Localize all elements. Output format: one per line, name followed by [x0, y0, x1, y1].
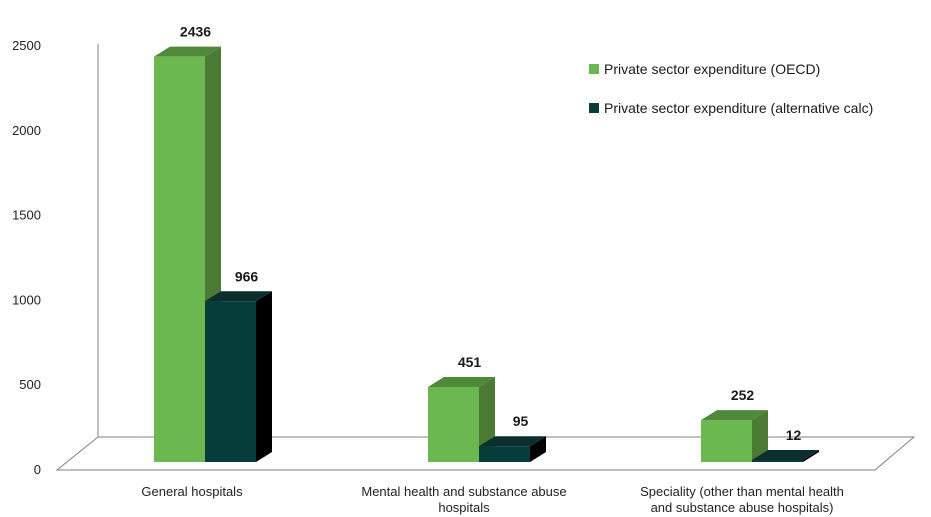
- y-tick-label: 500: [19, 377, 41, 392]
- bar-front: [205, 301, 256, 462]
- bar-top: [154, 46, 221, 57]
- bar: [205, 291, 272, 462]
- bar: [752, 450, 819, 462]
- category-label: Mental health and substance abuse hospita…: [361, 484, 566, 515]
- legend-swatch: [589, 64, 599, 74]
- data-label: 2436: [180, 24, 211, 40]
- data-label: 451: [458, 354, 482, 370]
- bar-top: [479, 436, 546, 447]
- legend-label: Private sector expenditure (OECD): [604, 61, 820, 77]
- legend-label: Private sector expenditure (alternative …: [604, 100, 873, 116]
- y-tick-label: 2000: [12, 123, 41, 138]
- data-label: 966: [235, 268, 259, 284]
- bar-front: [752, 460, 803, 462]
- bar-front: [701, 420, 752, 462]
- bar: [428, 376, 495, 462]
- legend-swatch: [589, 103, 599, 113]
- data-label: 95: [513, 413, 529, 429]
- bar: [701, 410, 768, 462]
- y-axis: 0 500 1000 1500 2000 2500: [12, 38, 41, 477]
- bar-side: [530, 436, 546, 462]
- y-tick-label: 0: [34, 462, 41, 477]
- bar: [479, 436, 546, 462]
- bars: [154, 46, 819, 463]
- bar-top: [205, 291, 272, 302]
- legend: Private sector expenditure (OECD) Private…: [589, 61, 873, 116]
- bar-side: [803, 450, 819, 462]
- data-label: 252: [731, 387, 755, 403]
- y-tick-label: 2500: [12, 38, 41, 53]
- bar-side: [256, 291, 272, 462]
- category-label: Speciality (other than mental health and …: [640, 484, 844, 515]
- bar-front: [428, 386, 479, 462]
- bar-top: [701, 410, 768, 421]
- data-labels: 2436 451 252 966 95 12: [180, 24, 802, 443]
- data-label: 12: [786, 427, 802, 443]
- bar-top: [752, 450, 819, 460]
- category-label: General hospitals: [141, 484, 243, 499]
- y-tick-label: 1500: [12, 208, 41, 223]
- y-tick-label: 1000: [12, 292, 41, 307]
- category-labels: General hospitals Mental health and subst…: [141, 484, 843, 515]
- bar-side: [752, 410, 768, 462]
- bar-front: [154, 56, 205, 463]
- bar-top: [428, 376, 495, 387]
- bar-front: [479, 446, 530, 462]
